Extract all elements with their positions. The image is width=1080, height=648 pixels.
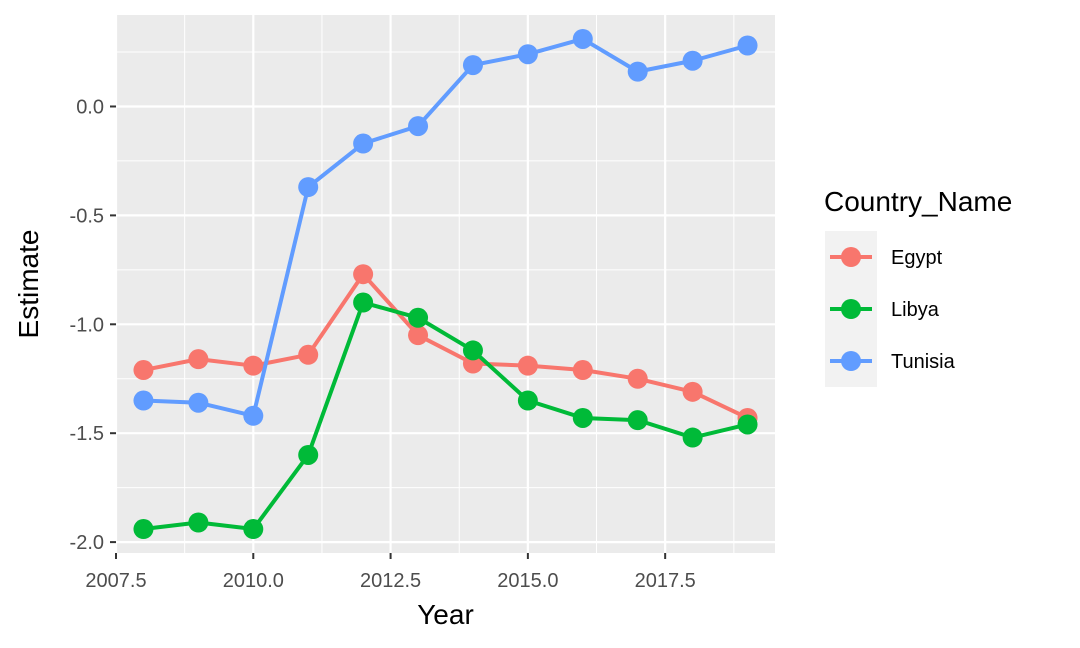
data-point-libya bbox=[188, 512, 209, 533]
data-point-egypt bbox=[517, 355, 538, 376]
data-point-tunisia bbox=[517, 44, 538, 65]
x-axis-title: Year bbox=[417, 599, 474, 630]
legend-item-egypt: Egypt bbox=[830, 247, 943, 269]
major-gridlines bbox=[114, 15, 775, 553]
legend-label-tunisia: Tunisia bbox=[891, 351, 956, 373]
axis-tick-labels: 2007.5 2010.0 2012.5 2015.0 2017.5 0.0 -0.5 -1.… bbox=[70, 96, 696, 592]
y-tick-label: -1.5 bbox=[70, 423, 104, 445]
data-point-egypt bbox=[298, 344, 319, 365]
series-tunisia bbox=[133, 28, 758, 426]
legend-key-point bbox=[841, 299, 861, 319]
y-tick-label: -2.0 bbox=[70, 532, 104, 554]
data-point-egypt bbox=[353, 264, 374, 285]
legend-item-libya: Libya bbox=[830, 299, 940, 321]
data-point-tunisia bbox=[243, 405, 264, 426]
y-tick-label: -0.5 bbox=[70, 205, 104, 227]
data-point-libya bbox=[572, 407, 593, 428]
data-point-libya bbox=[682, 427, 703, 448]
axis-ticks bbox=[110, 105, 667, 559]
data-point-egypt bbox=[682, 381, 703, 402]
data-point-libya bbox=[462, 340, 483, 361]
legend-items: Egypt Libya Tunisia bbox=[830, 247, 956, 373]
data-point-tunisia bbox=[627, 61, 648, 82]
data-point-libya bbox=[298, 444, 319, 465]
x-tick-label: 2012.5 bbox=[360, 570, 421, 592]
legend-title: Country_Name bbox=[824, 186, 1012, 217]
x-tick-label: 2017.5 bbox=[635, 570, 696, 592]
data-point-tunisia bbox=[737, 35, 758, 56]
x-tick-label: 2015.0 bbox=[497, 570, 558, 592]
data-point-tunisia bbox=[682, 50, 703, 71]
legend-item-tunisia: Tunisia bbox=[830, 351, 956, 373]
data-point-tunisia bbox=[462, 55, 483, 76]
legend-label-egypt: Egypt bbox=[891, 247, 943, 269]
data-point-tunisia bbox=[572, 28, 593, 49]
data-point-libya bbox=[133, 519, 154, 540]
series-libya bbox=[133, 292, 758, 540]
x-tick-label: 2007.5 bbox=[85, 570, 146, 592]
legend: Country_Name Egypt Libya Tunisia bbox=[824, 186, 1012, 387]
data-point-tunisia bbox=[298, 177, 319, 198]
x-tick-label: 2010.0 bbox=[223, 570, 284, 592]
data-point-egypt bbox=[627, 368, 648, 389]
data-point-egypt bbox=[408, 325, 429, 346]
data-point-libya bbox=[243, 519, 264, 540]
data-point-libya bbox=[517, 390, 538, 411]
legend-key-point bbox=[841, 351, 861, 371]
series-egypt bbox=[133, 264, 758, 428]
data-point-tunisia bbox=[353, 133, 374, 154]
data-point-egypt bbox=[133, 360, 154, 381]
data-point-tunisia bbox=[133, 390, 154, 411]
data-point-libya bbox=[353, 292, 374, 313]
legend-key-point bbox=[841, 247, 861, 267]
data-point-egypt bbox=[188, 349, 209, 370]
data-point-libya bbox=[408, 307, 429, 328]
series-layer bbox=[133, 28, 758, 540]
y-tick-label: 0.0 bbox=[76, 96, 104, 118]
y-axis-title: Estimate bbox=[13, 230, 44, 339]
data-point-tunisia bbox=[408, 116, 429, 137]
legend-label-libya: Libya bbox=[891, 299, 940, 321]
data-point-tunisia bbox=[188, 392, 209, 413]
data-point-libya bbox=[737, 414, 758, 435]
data-point-libya bbox=[627, 410, 648, 431]
data-point-egypt bbox=[243, 355, 264, 376]
y-tick-label: -1.0 bbox=[70, 314, 104, 336]
data-point-egypt bbox=[572, 360, 593, 381]
